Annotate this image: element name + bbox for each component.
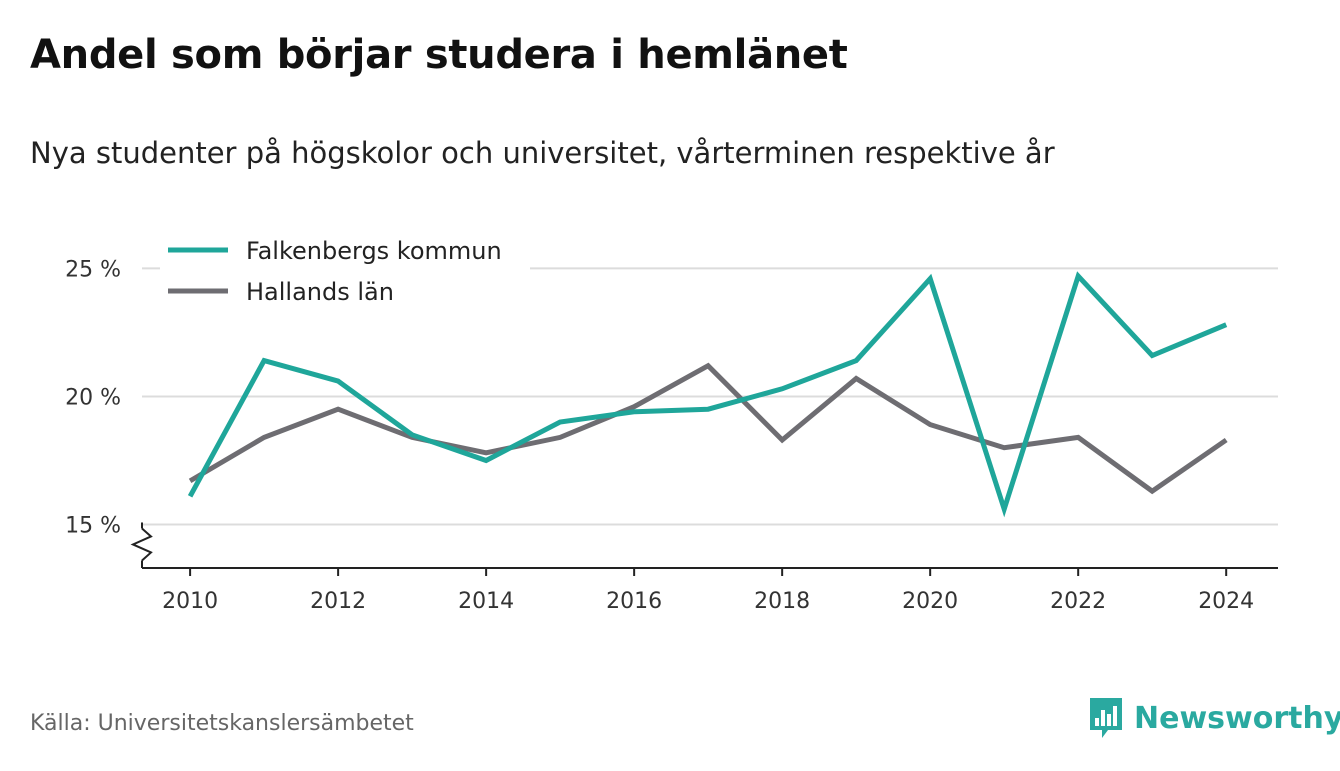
x-tick-label: 2024 [1198, 589, 1254, 614]
x-tick-label: 2018 [754, 589, 810, 614]
source-note: Källa: Universitetskanslersämbetet [30, 711, 414, 736]
series-line [187, 271, 1228, 518]
x-tick-label: 2016 [606, 589, 662, 614]
axes: 15 % 20 % 25 % 2010 2012 2014 2016 2018 2020 2022… [65, 257, 1278, 614]
x-tick-label: 2010 [162, 589, 218, 614]
legend-background [160, 232, 530, 308]
legend-label: Hallands län [246, 278, 394, 306]
brand[interactable]: Newsworthy [1088, 696, 1340, 740]
axis-break-marker [130, 527, 153, 562]
legend-label: Falkenbergs kommun [246, 237, 502, 265]
x-tick-label: 2012 [310, 589, 366, 614]
line-chart: 15 % 20 % 25 % 2010 2012 2014 2016 2018 2020 2022… [65, 232, 1278, 614]
y-tick-label: 15 % [65, 513, 121, 538]
x-tick-label: 2022 [1050, 589, 1106, 614]
x-tick-label: 2014 [458, 589, 514, 614]
chart-subtitle: Nya studenter på högskolor och universit… [30, 136, 1055, 170]
series-lines [187, 271, 1228, 518]
x-tick-label: 2020 [902, 589, 958, 614]
newsworthy-logo-icon [1090, 698, 1122, 738]
y-tick-label: 25 % [65, 257, 121, 282]
brand-name: Newsworthy [1134, 700, 1340, 736]
y-tick-label: 20 % [65, 385, 121, 410]
legend: Falkenbergs kommun Hallands län [160, 232, 530, 308]
series-line [188, 362, 1228, 495]
chart-title: Andel som börjar studera i hemlänet [30, 32, 848, 78]
